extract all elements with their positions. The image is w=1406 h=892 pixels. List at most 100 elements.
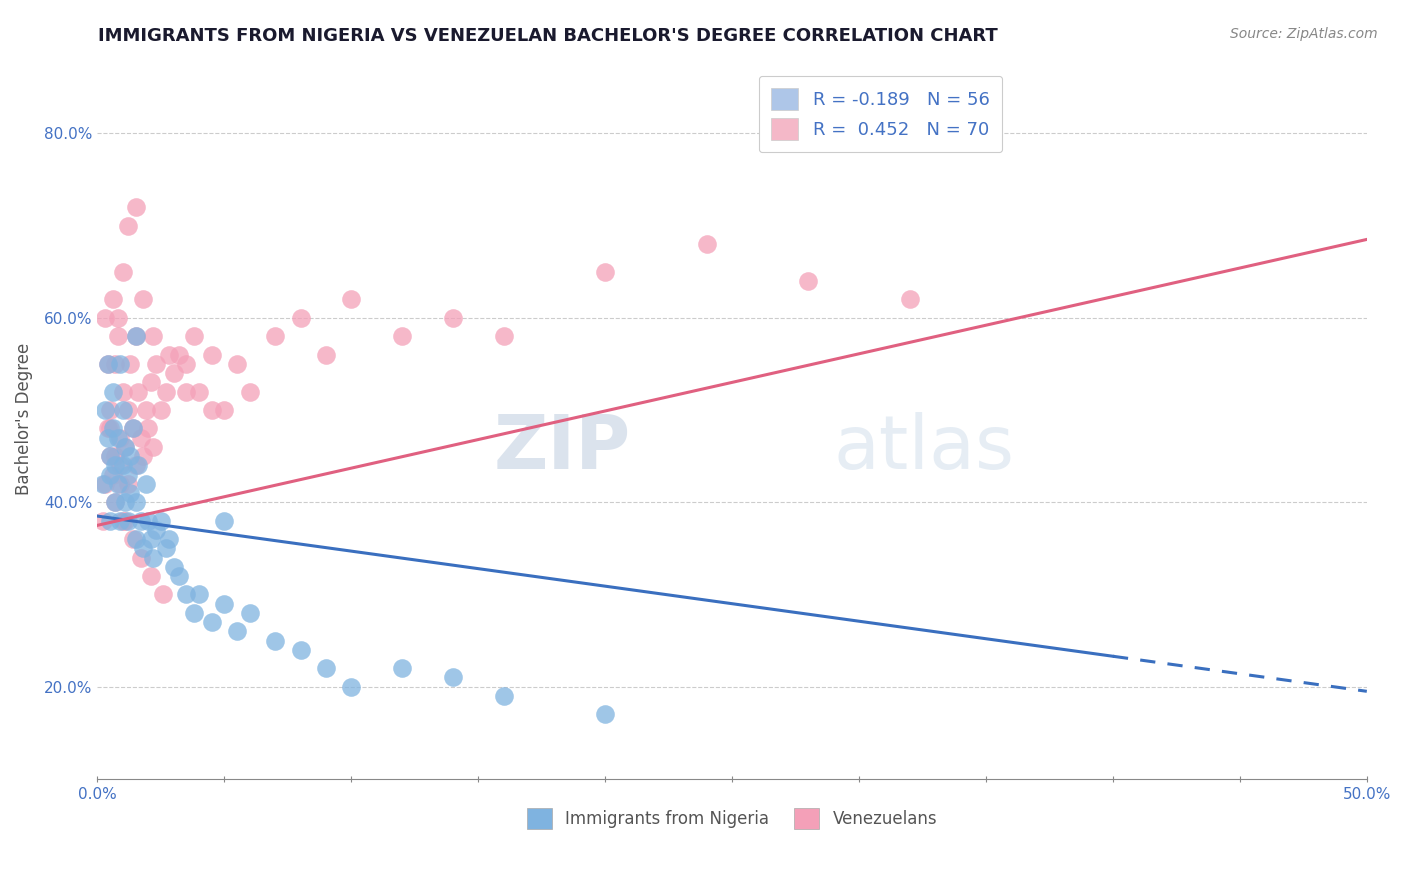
- Point: [183, 606, 205, 620]
- Point: [226, 357, 249, 371]
- Point: [110, 476, 132, 491]
- Point: [188, 384, 211, 399]
- Point: [117, 467, 139, 482]
- Point: [107, 476, 129, 491]
- Point: [111, 265, 134, 279]
- Y-axis label: Bachelor's Degree: Bachelor's Degree: [15, 343, 32, 495]
- Point: [104, 357, 127, 371]
- Point: [98, 403, 121, 417]
- Point: [136, 514, 159, 528]
- Point: [139, 569, 162, 583]
- Point: [91, 476, 114, 491]
- Point: [290, 310, 312, 325]
- Point: [129, 431, 152, 445]
- Point: [94, 310, 117, 325]
- Point: [101, 421, 124, 435]
- Point: [214, 514, 236, 528]
- Point: [104, 458, 127, 473]
- Point: [142, 550, 165, 565]
- Point: [898, 293, 921, 307]
- Point: [94, 403, 117, 417]
- Point: [117, 403, 139, 417]
- Point: [239, 384, 262, 399]
- Point: [111, 384, 134, 399]
- Point: [214, 597, 236, 611]
- Point: [391, 329, 413, 343]
- Point: [97, 357, 120, 371]
- Point: [107, 431, 129, 445]
- Point: [98, 514, 121, 528]
- Text: atlas: atlas: [834, 411, 1015, 484]
- Point: [110, 514, 132, 528]
- Point: [176, 384, 198, 399]
- Point: [117, 219, 139, 233]
- Point: [315, 661, 337, 675]
- Point: [696, 237, 718, 252]
- Point: [201, 348, 224, 362]
- Point: [107, 329, 129, 343]
- Point: [183, 329, 205, 343]
- Point: [201, 403, 224, 417]
- Point: [98, 467, 121, 482]
- Point: [492, 329, 515, 343]
- Point: [98, 449, 121, 463]
- Point: [441, 310, 464, 325]
- Point: [593, 265, 616, 279]
- Point: [114, 514, 136, 528]
- Point: [142, 329, 165, 343]
- Point: [124, 329, 146, 343]
- Point: [114, 495, 136, 509]
- Point: [117, 514, 139, 528]
- Point: [97, 431, 120, 445]
- Point: [139, 532, 162, 546]
- Point: [127, 458, 149, 473]
- Point: [97, 421, 120, 435]
- Point: [492, 689, 515, 703]
- Point: [167, 348, 190, 362]
- Point: [149, 514, 172, 528]
- Point: [127, 384, 149, 399]
- Point: [132, 293, 155, 307]
- Text: ZIP: ZIP: [494, 411, 631, 484]
- Point: [132, 449, 155, 463]
- Point: [340, 680, 363, 694]
- Point: [135, 476, 157, 491]
- Point: [162, 559, 184, 574]
- Point: [290, 642, 312, 657]
- Point: [139, 376, 162, 390]
- Point: [98, 421, 121, 435]
- Point: [124, 458, 146, 473]
- Point: [264, 633, 287, 648]
- Point: [797, 274, 820, 288]
- Point: [110, 458, 132, 473]
- Point: [122, 532, 145, 546]
- Point: [94, 476, 117, 491]
- Point: [201, 615, 224, 629]
- Point: [97, 357, 120, 371]
- Point: [152, 587, 174, 601]
- Point: [149, 403, 172, 417]
- Point: [129, 550, 152, 565]
- Point: [104, 449, 127, 463]
- Point: [155, 541, 177, 556]
- Point: [111, 514, 134, 528]
- Point: [104, 495, 127, 509]
- Point: [264, 329, 287, 343]
- Point: [340, 293, 363, 307]
- Point: [120, 486, 142, 500]
- Point: [124, 495, 146, 509]
- Point: [167, 569, 190, 583]
- Point: [129, 514, 152, 528]
- Point: [114, 440, 136, 454]
- Point: [145, 357, 167, 371]
- Point: [101, 293, 124, 307]
- Point: [132, 541, 155, 556]
- Point: [593, 707, 616, 722]
- Point: [315, 348, 337, 362]
- Point: [136, 421, 159, 435]
- Point: [142, 440, 165, 454]
- Point: [162, 366, 184, 380]
- Point: [117, 476, 139, 491]
- Point: [441, 671, 464, 685]
- Point: [188, 587, 211, 601]
